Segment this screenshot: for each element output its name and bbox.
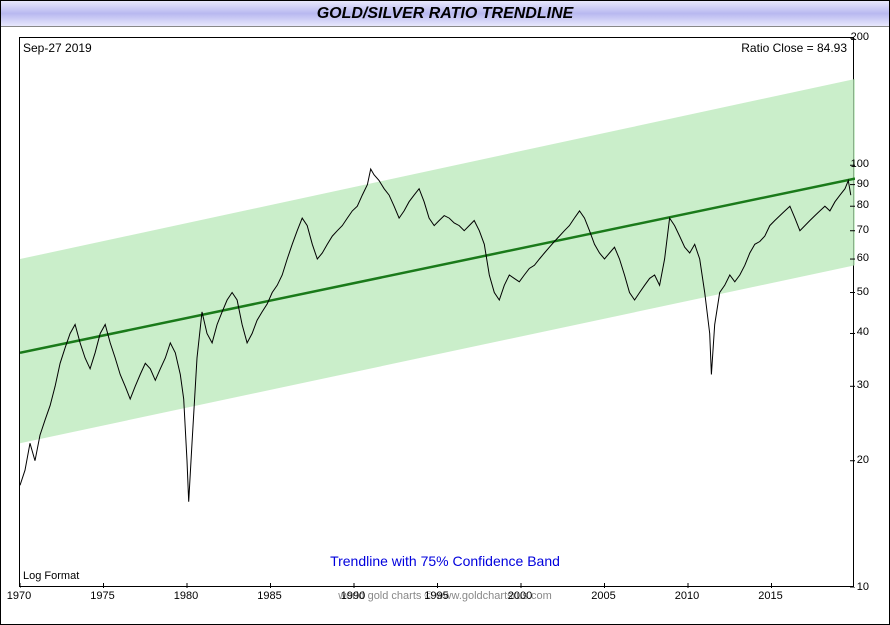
x-tick-label: 2005 xyxy=(591,590,615,602)
chart-title-bar: GOLD/SILVER RATIO TRENDLINE xyxy=(1,1,889,27)
log-format-label: Log Format xyxy=(23,570,79,582)
y-tick-label: 90 xyxy=(857,178,869,190)
x-tick-label: 1985 xyxy=(257,590,281,602)
y-tick-label: 200 xyxy=(851,31,869,43)
date-label: Sep-27 2019 xyxy=(23,41,92,55)
y-tick-label: 40 xyxy=(857,326,869,338)
y-tick-label: 50 xyxy=(857,286,869,298)
y-tick-label: 10 xyxy=(857,581,869,593)
chart-subtitle: Trendline with 75% Confidence Band xyxy=(330,553,560,569)
y-tick-label: 60 xyxy=(857,252,869,264)
x-tick-label: 2000 xyxy=(508,590,532,602)
x-tick-label: 1995 xyxy=(424,590,448,602)
x-tick-label: 2015 xyxy=(758,590,782,602)
y-tick-label: 80 xyxy=(857,199,869,211)
ratio-close-label: Ratio Close = 84.93 xyxy=(741,41,847,55)
x-tick-label: 1970 xyxy=(7,590,31,602)
x-tick-label: 1990 xyxy=(341,590,365,602)
y-tick-label: 20 xyxy=(857,454,869,466)
x-tick-label: 1980 xyxy=(174,590,198,602)
chart-svg xyxy=(20,38,855,588)
x-tick-label: 2010 xyxy=(675,590,699,602)
chart-title: GOLD/SILVER RATIO TRENDLINE xyxy=(317,5,574,23)
y-tick-label: 100 xyxy=(851,158,869,170)
y-tick-label: 30 xyxy=(857,379,869,391)
x-tick-label: 1975 xyxy=(90,590,114,602)
chart-plot-area xyxy=(19,37,854,587)
y-tick-label: 70 xyxy=(857,224,869,236)
